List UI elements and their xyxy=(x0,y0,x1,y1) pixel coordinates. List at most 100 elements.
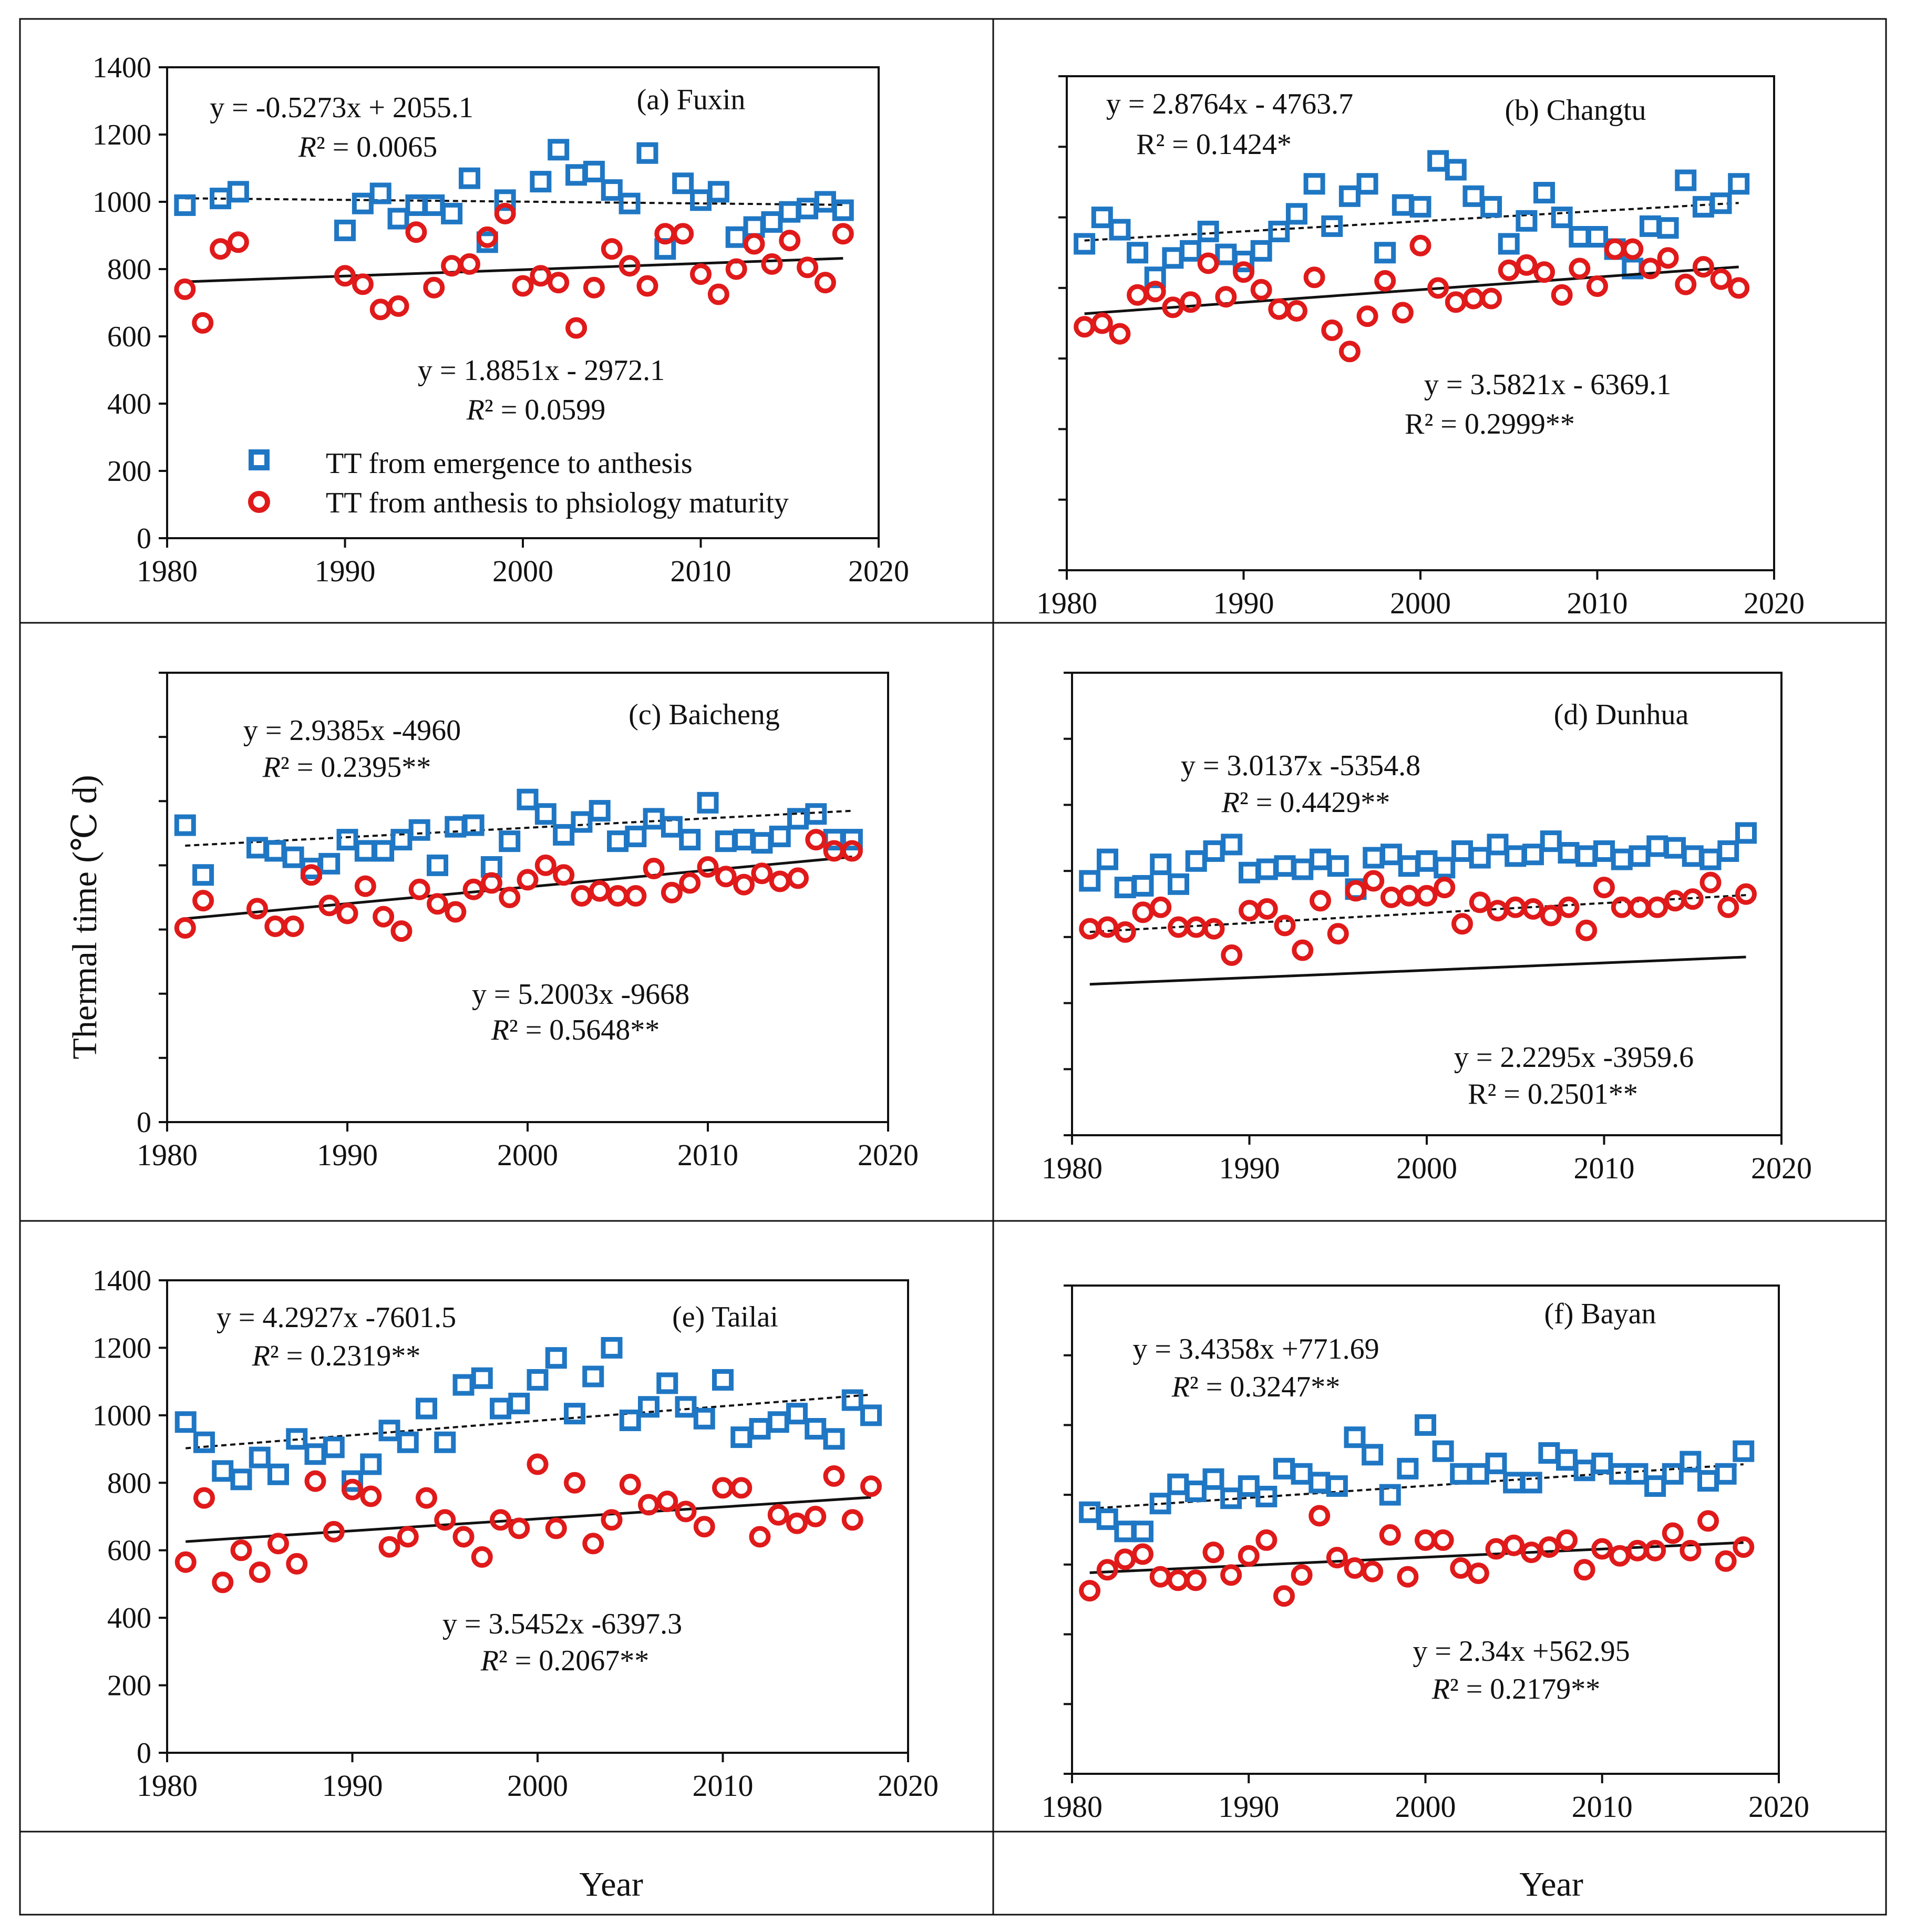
data-point-emergence xyxy=(405,194,427,216)
data-point-emergence xyxy=(1626,1463,1649,1485)
r2-anthesis: R² = 0.2179** xyxy=(1431,1673,1601,1705)
data-point-anthesis xyxy=(1728,277,1750,299)
data-point-emergence xyxy=(743,216,765,238)
data-point-anthesis xyxy=(1380,886,1402,908)
r2-anthesis: R² = 0.2501** xyxy=(1468,1078,1638,1111)
data-point-anthesis xyxy=(565,317,588,339)
data-point-anthesis xyxy=(786,1512,808,1534)
data-point-anthesis xyxy=(1556,1529,1578,1551)
data-point-anthesis xyxy=(1657,247,1679,269)
data-point-anthesis xyxy=(378,1536,400,1558)
data-point-anthesis xyxy=(1735,883,1757,905)
data-point-anthesis xyxy=(779,230,801,252)
data-point-emergence xyxy=(1699,848,1722,870)
data-point-anthesis xyxy=(1569,258,1591,280)
legend-anthesis-label: TT from anthesis to phsiology maturity xyxy=(326,487,789,519)
series-anthesis xyxy=(174,1453,882,1594)
series-emergence xyxy=(174,788,863,886)
data-point-emergence xyxy=(636,142,658,164)
data-point-anthesis xyxy=(1699,871,1722,893)
data-point-anthesis xyxy=(342,1478,363,1501)
data-point-emergence xyxy=(408,819,430,841)
data-point-emergence xyxy=(387,208,409,230)
data-point-emergence xyxy=(264,840,286,862)
data-point-anthesis xyxy=(323,1520,345,1543)
data-point-anthesis xyxy=(1114,921,1136,943)
data-point-anthesis xyxy=(282,915,304,937)
data-point-anthesis xyxy=(1682,888,1704,910)
data-point-anthesis xyxy=(589,880,611,902)
data-point-emergence xyxy=(1451,840,1473,862)
y-tick-label: 1400 xyxy=(92,1265,151,1297)
data-point-anthesis xyxy=(601,1509,623,1531)
data-point-emergence xyxy=(1609,1463,1631,1485)
data-point-anthesis xyxy=(1469,891,1491,913)
data-point-anthesis xyxy=(1409,234,1431,256)
x-tick-label: 2020 xyxy=(1744,586,1805,620)
data-point-emergence xyxy=(712,1369,734,1391)
data-point-anthesis xyxy=(1662,1522,1684,1544)
series-emergence xyxy=(174,1337,882,1492)
data-point-anthesis xyxy=(693,1516,715,1538)
data-point-anthesis xyxy=(267,1533,289,1555)
data-point-emergence xyxy=(761,211,783,233)
data-point-emergence xyxy=(643,808,665,830)
data-point-anthesis xyxy=(697,856,719,878)
data-point-emergence xyxy=(601,1337,623,1359)
data-point-anthesis xyxy=(1487,900,1509,922)
data-point-emergence xyxy=(814,191,836,213)
data-point-emergence xyxy=(767,1411,789,1433)
data-point-anthesis xyxy=(1644,1539,1666,1561)
data-point-emergence xyxy=(174,814,196,836)
data-point-anthesis xyxy=(1096,1559,1118,1581)
data-point-anthesis xyxy=(1326,1547,1348,1569)
data-point-anthesis xyxy=(373,906,395,928)
data-point-emergence xyxy=(1292,858,1314,880)
data-point-anthesis xyxy=(656,1491,678,1513)
data-point-anthesis xyxy=(390,920,413,942)
data-point-emergence xyxy=(1415,1414,1436,1436)
data-point-anthesis xyxy=(1622,238,1644,260)
data-point-emergence xyxy=(1591,1452,1613,1474)
data-point-anthesis xyxy=(1397,1566,1419,1588)
data-point-anthesis xyxy=(508,1517,530,1539)
data-point-anthesis xyxy=(1646,896,1668,918)
data-point-anthesis xyxy=(767,1504,789,1526)
data-point-emergence xyxy=(378,1420,400,1442)
data-point-emergence xyxy=(1162,247,1184,269)
x-tick-label: 1990 xyxy=(1219,1151,1280,1185)
series-anthesis xyxy=(1079,1505,1755,1607)
data-point-anthesis xyxy=(1132,1543,1153,1565)
data-point-emergence xyxy=(1416,850,1438,872)
data-point-emergence xyxy=(174,1411,197,1433)
data-point-emergence xyxy=(471,1367,493,1389)
data-point-emergence xyxy=(1114,877,1136,899)
data-point-emergence xyxy=(1255,1485,1277,1507)
data-point-anthesis xyxy=(1432,1529,1454,1551)
data-point-emergence xyxy=(1310,848,1331,870)
data-point-anthesis xyxy=(1327,923,1349,945)
equation-emergence: y = 3.4358x +771.69 xyxy=(1132,1333,1379,1365)
data-point-anthesis xyxy=(1639,258,1661,280)
data-point-anthesis xyxy=(517,869,539,891)
data-point-emergence xyxy=(1644,1475,1666,1497)
data-point-anthesis xyxy=(643,858,665,880)
equation-emergence: y = 3.0137x -5354.8 xyxy=(1181,749,1420,782)
data-point-emergence xyxy=(1680,1451,1702,1473)
data-point-anthesis xyxy=(1363,870,1385,892)
data-point-anthesis xyxy=(733,873,755,896)
data-point-emergence xyxy=(582,1365,604,1388)
data-point-anthesis xyxy=(1398,885,1420,907)
data-point-emergence xyxy=(494,189,516,211)
data-point-emergence xyxy=(583,160,605,182)
x-tick-label: 1980 xyxy=(1042,1151,1103,1185)
x-tick-label: 1990 xyxy=(1218,1790,1279,1824)
data-point-emergence xyxy=(1380,844,1402,866)
panel-title: (f) Bayan xyxy=(1544,1298,1656,1330)
data-point-emergence xyxy=(1409,196,1431,218)
data-point-anthesis xyxy=(512,275,534,297)
panel-title: (b) Changtu xyxy=(1505,94,1646,127)
data-point-anthesis xyxy=(397,1526,419,1548)
data-point-emergence xyxy=(1662,1463,1684,1485)
equation-emergence: y = 4.2927x -7601.5 xyxy=(217,1301,456,1334)
